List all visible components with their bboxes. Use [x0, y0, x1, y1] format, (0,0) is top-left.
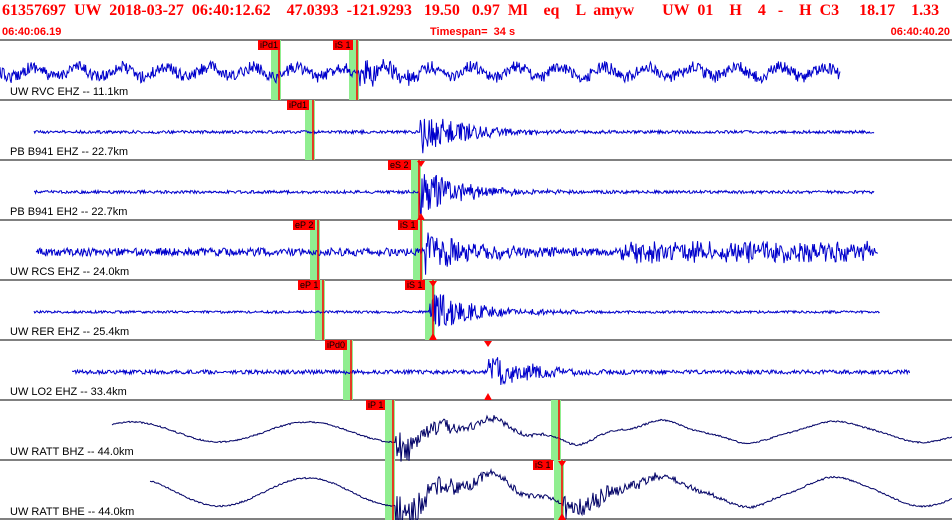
pick-label[interactable]: iS 1 — [398, 220, 418, 230]
trace-label: UW RATT BHE -- 44.0km — [10, 506, 135, 518]
pick-label[interactable]: eS 2 — [388, 160, 411, 170]
pick-marker-icon[interactable] — [558, 461, 566, 467]
pick-marker-icon[interactable] — [558, 513, 566, 520]
pick-label[interactable]: iP 1 — [366, 400, 386, 410]
waveform-trace[interactable] — [111, 414, 952, 462]
trace-label: UW RER EHZ -- 25.4km — [10, 326, 130, 338]
pick-marker-icon[interactable] — [429, 281, 437, 287]
waveform-trace[interactable] — [33, 118, 875, 154]
trace-label: UW LO2 EHZ -- 33.4km — [10, 386, 127, 398]
end-time: 06:40:40.20 — [890, 26, 950, 38]
pick-marker-icon[interactable] — [484, 341, 492, 347]
pick-window — [554, 460, 564, 520]
pick-marker-icon[interactable] — [417, 161, 425, 167]
waveform-trace[interactable] — [149, 467, 952, 520]
trace-label: PB B941 EHZ -- 22.7km — [10, 146, 128, 158]
pick-window — [385, 400, 395, 460]
pick-label[interactable]: iS 1 — [405, 280, 425, 290]
pick-label[interactable]: iPd1 — [287, 100, 310, 110]
event-summary-line: 61357697 UW 2018-03-27 06:40:12.62 47.03… — [2, 2, 940, 19]
start-time: 06:40:06.19 — [2, 26, 62, 38]
trace-label: UW RVC EHZ -- 11.1km — [10, 86, 129, 98]
timespan: Timespan= 34 s — [430, 26, 516, 38]
pick-marker-icon[interactable] — [484, 393, 492, 400]
pick-window — [343, 340, 353, 400]
waveform-trace[interactable] — [72, 357, 911, 385]
pick-label[interactable]: iPd1 — [258, 40, 281, 50]
pick-window — [551, 400, 561, 460]
waveform-trace[interactable] — [0, 59, 841, 87]
pick-marker-icon[interactable] — [417, 213, 425, 220]
pick-marker-icon[interactable] — [429, 333, 437, 340]
event-header: 61357697 UW 2018-03-27 06:40:12.62 47.03… — [0, 0, 952, 40]
pick-label[interactable]: iS 1 — [533, 460, 553, 470]
trace-label: UW RCS EHZ -- 24.0km — [10, 266, 130, 278]
pick-label[interactable]: iS 1 — [333, 40, 353, 50]
trace-label: UW RATT BHZ -- 44.0km — [10, 446, 134, 458]
waveform-trace[interactable] — [33, 174, 875, 216]
trace-label: PB B941 EH2 -- 22.7km — [10, 206, 128, 218]
pick-window — [310, 220, 320, 280]
pick-label[interactable]: eP 2 — [293, 220, 316, 230]
pick-window — [305, 100, 315, 160]
pick-window — [411, 160, 421, 220]
waveform-trace[interactable] — [33, 294, 880, 327]
pick-window — [315, 280, 325, 340]
pick-label[interactable]: eP 1 — [298, 280, 321, 290]
pick-label[interactable]: iPd0 — [325, 340, 348, 350]
pick-window — [271, 40, 281, 100]
waveform-trace[interactable] — [35, 232, 878, 275]
pick-window — [385, 460, 395, 520]
